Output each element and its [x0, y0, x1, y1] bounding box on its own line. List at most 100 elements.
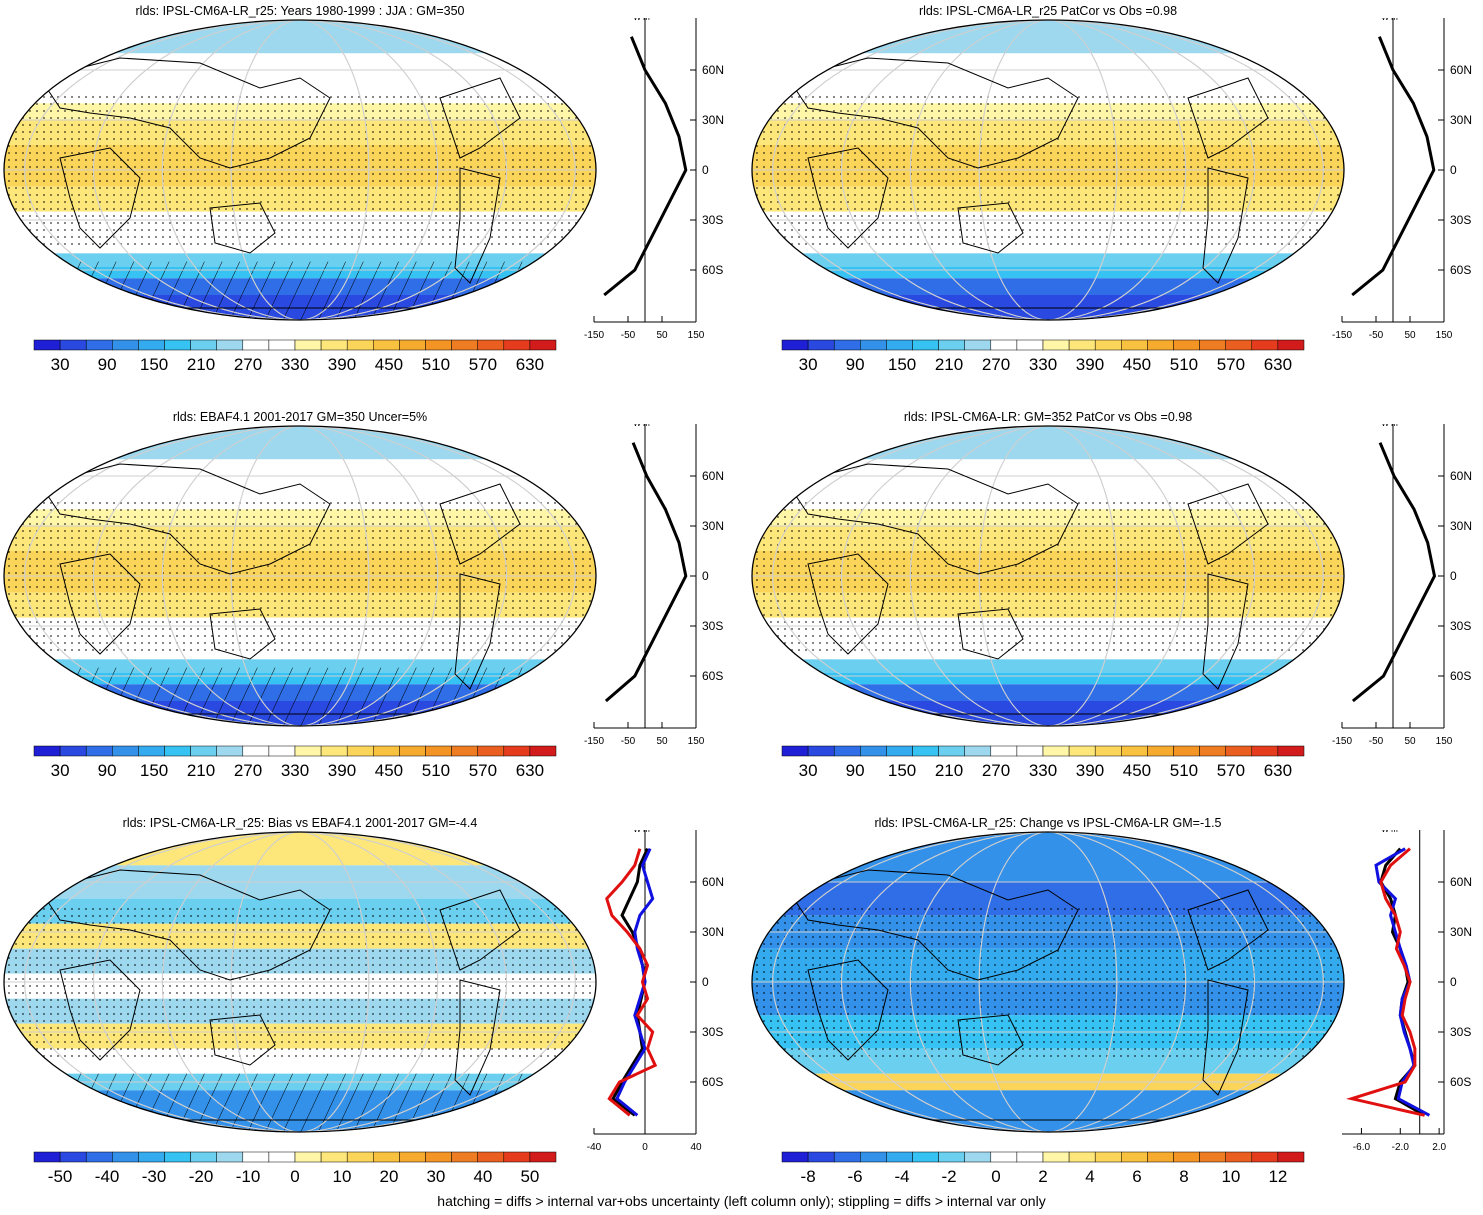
colorbar-box — [964, 339, 992, 351]
colorbar-box — [1251, 339, 1279, 351]
colorbar-tick-label: 0 — [991, 1167, 1000, 1186]
colorbar-box — [1173, 745, 1200, 757]
colorbar-box — [503, 745, 531, 757]
lat-tick-label: 30S — [702, 619, 723, 633]
colorbar-box — [503, 1151, 531, 1163]
lat-tick-label: 30S — [702, 1025, 723, 1039]
colorbar-box — [138, 339, 165, 351]
colorbar-tick-label: 8 — [1179, 1167, 1188, 1186]
colorbar-box — [190, 1151, 217, 1163]
colorbar-box — [399, 745, 426, 757]
lat-tick-label: 0 — [1450, 569, 1457, 583]
colorbar-tick-label: 510 — [422, 761, 450, 780]
colorbar-box — [1251, 745, 1279, 757]
lat-tick-label: 30N — [702, 925, 724, 939]
colorbar-tick-label: 90 — [98, 761, 117, 780]
lat-tick-label: 60S — [1450, 669, 1471, 683]
colorbar-box — [529, 339, 557, 351]
profile-tick-label: -150 — [1332, 736, 1352, 747]
colorbar-tick-label: -50 — [48, 1167, 73, 1186]
colorbar-tick-label: -20 — [189, 1167, 214, 1186]
colorbar-box — [1094, 339, 1122, 351]
colorbar-box — [1199, 339, 1226, 351]
zonal-mean-line-black — [604, 442, 688, 703]
colorbar-box — [781, 1151, 809, 1163]
profile-tick-label: 150 — [688, 330, 705, 341]
colorbar-box — [451, 745, 478, 757]
colorbar-box — [938, 339, 965, 351]
colorbar-box — [1225, 1151, 1253, 1163]
colorbar-box — [912, 1151, 939, 1163]
lat-tick-label: 0 — [1450, 163, 1457, 177]
colorbar-box — [1147, 745, 1174, 757]
colorbar-tick-label: 30 — [51, 355, 70, 374]
lat-tick-label: 60S — [1450, 263, 1471, 277]
colorbar-tick-label: 30 — [799, 761, 818, 780]
colorbar-box — [268, 1151, 296, 1163]
profile-tick-label: -150 — [584, 736, 604, 747]
colorbar-box — [1199, 745, 1226, 757]
colorbar-box — [1173, 339, 1200, 351]
lat-tick-label: 60S — [702, 669, 723, 683]
colorbar-tick-label: 10 — [333, 1167, 352, 1186]
colorbar: 30 90 150 210 270 330 390 450 510 570 630 — [33, 339, 557, 374]
colorbar-box — [33, 1151, 61, 1163]
colorbar-tick-label: 210 — [935, 355, 963, 374]
panel-title: rlds: IPSL-CM6A-LR_r25: Bias vs EBAF4.1 … — [122, 816, 478, 830]
colorbar-tick-label: 330 — [1029, 761, 1057, 780]
colorbar-box — [938, 745, 965, 757]
colorbar-box — [1147, 1151, 1174, 1163]
colorbar-tick-label: 150 — [888, 355, 916, 374]
lat-tick-label: 30N — [702, 113, 724, 127]
colorbar-tick-label: 630 — [516, 355, 544, 374]
map-panel: 3090150210270330390450510570630W m⁻²-150… — [3, 18, 724, 374]
profile-tick-label: -50 — [1369, 736, 1384, 747]
colorbar-tick-label: 2 — [1038, 1167, 1047, 1186]
colorbar-box — [294, 1151, 322, 1163]
colorbar-box — [860, 339, 887, 351]
colorbar-box — [425, 745, 452, 757]
colorbar-tick-label: 570 — [1217, 355, 1245, 374]
colorbar-box — [320, 339, 348, 351]
map-panel: 3090150210270330390450510570630W m⁻²-150… — [751, 424, 1472, 780]
colorbar-tick-label: 150 — [888, 761, 916, 780]
colorbar-tick-label: 630 — [1264, 355, 1292, 374]
colorbar-box — [477, 339, 505, 351]
colorbar-box — [346, 339, 374, 351]
colorbar-tick-label: 390 — [1076, 761, 1104, 780]
colorbar-tick-label: 630 — [1264, 761, 1292, 780]
colorbar: -50 -40 -30 -20 -10 0 10 20 30 40 50 — [33, 1151, 557, 1186]
lat-tick-label: 30N — [1450, 519, 1472, 533]
colorbar-box — [138, 745, 165, 757]
colorbar-tick-label: 510 — [422, 355, 450, 374]
colorbar-tick-label: 630 — [516, 761, 544, 780]
lat-tick-label: 30N — [702, 519, 724, 533]
colorbar-box — [860, 1151, 887, 1163]
colorbar-box — [33, 745, 61, 757]
zonal-mean-line-black — [1351, 36, 1436, 297]
lat-tick-label: 60N — [1450, 469, 1472, 483]
colorbar-box — [138, 1151, 165, 1163]
zonal-mean-line-black — [1351, 442, 1437, 703]
colorbar-box — [112, 745, 139, 757]
colorbar-box — [1225, 339, 1253, 351]
colorbar-tick-label: 450 — [1123, 761, 1151, 780]
colorbar-box — [294, 339, 322, 351]
colorbar-box — [1147, 339, 1174, 351]
colorbar-box — [399, 1151, 426, 1163]
profile-tick-label: -40 — [587, 1142, 602, 1153]
colorbar-box — [164, 1151, 191, 1163]
colorbar-tick-label: 510 — [1170, 761, 1198, 780]
zonal-mean-line-blue — [615, 848, 655, 1117]
colorbar-tick-label: 12 — [1268, 1167, 1287, 1186]
colorbar-tick-label: 510 — [1170, 355, 1198, 374]
colorbar-tick-label: 90 — [846, 355, 865, 374]
colorbar-box — [216, 1151, 244, 1163]
map-outline — [3, 831, 597, 1133]
colorbar-tick-label: 270 — [234, 355, 262, 374]
colorbar-box — [1121, 339, 1148, 351]
colorbar-box — [833, 1151, 861, 1163]
colorbar-box — [242, 745, 270, 757]
map-outline — [751, 831, 1345, 1133]
zonal-mean-line-black — [603, 36, 688, 297]
